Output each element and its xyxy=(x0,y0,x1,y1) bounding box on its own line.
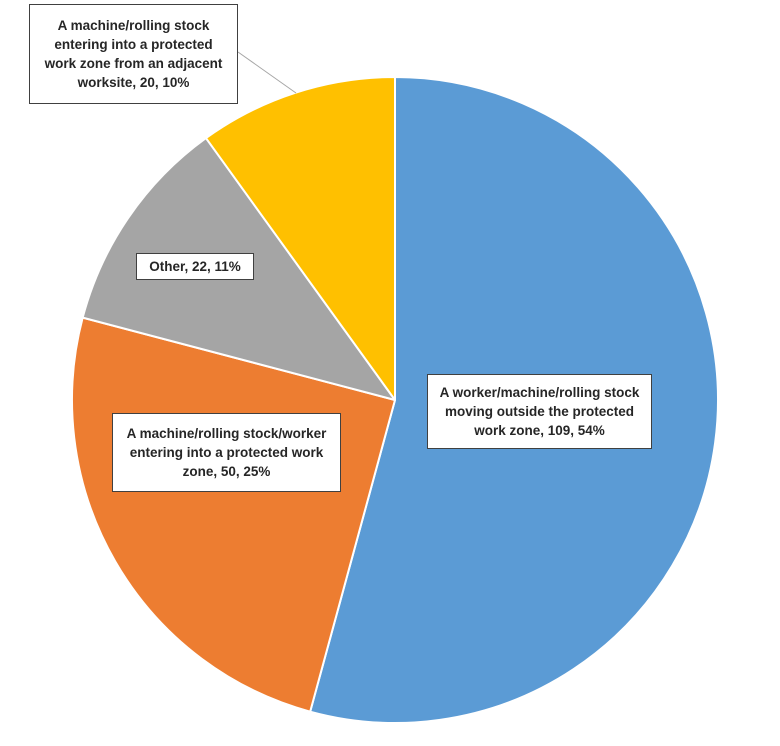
data-label-line: Other, 22, 11% xyxy=(149,259,241,274)
data-label-line: moving outside the protected xyxy=(444,404,634,419)
data-label-adjacent-worksite: A machine/rolling stock entering into a p… xyxy=(29,4,238,104)
data-label-line: A machine/rolling stock/worker xyxy=(126,426,327,441)
data-label-line: A machine/rolling stock xyxy=(57,18,210,33)
data-label-worker-moving-outside: A worker/machine/rolling stock moving out… xyxy=(427,374,652,449)
data-label-line: entering into a protected work xyxy=(129,445,324,460)
data-label-line: work zone, 109, 54% xyxy=(474,423,605,438)
data-label-line: entering into a protected xyxy=(54,37,213,52)
data-label-other: Other, 22, 11% xyxy=(136,253,254,280)
data-label-entering-protected-zone: A machine/rolling stock/worker entering i… xyxy=(112,413,341,492)
leader-line-adjacent-worksite xyxy=(237,51,297,94)
data-label-line: zone, 50, 25% xyxy=(182,464,271,479)
data-label-line: worksite, 20, 10% xyxy=(77,75,190,90)
data-label-line: A worker/machine/rolling stock xyxy=(439,385,640,400)
data-label-line: work zone from an adjacent xyxy=(44,56,223,71)
